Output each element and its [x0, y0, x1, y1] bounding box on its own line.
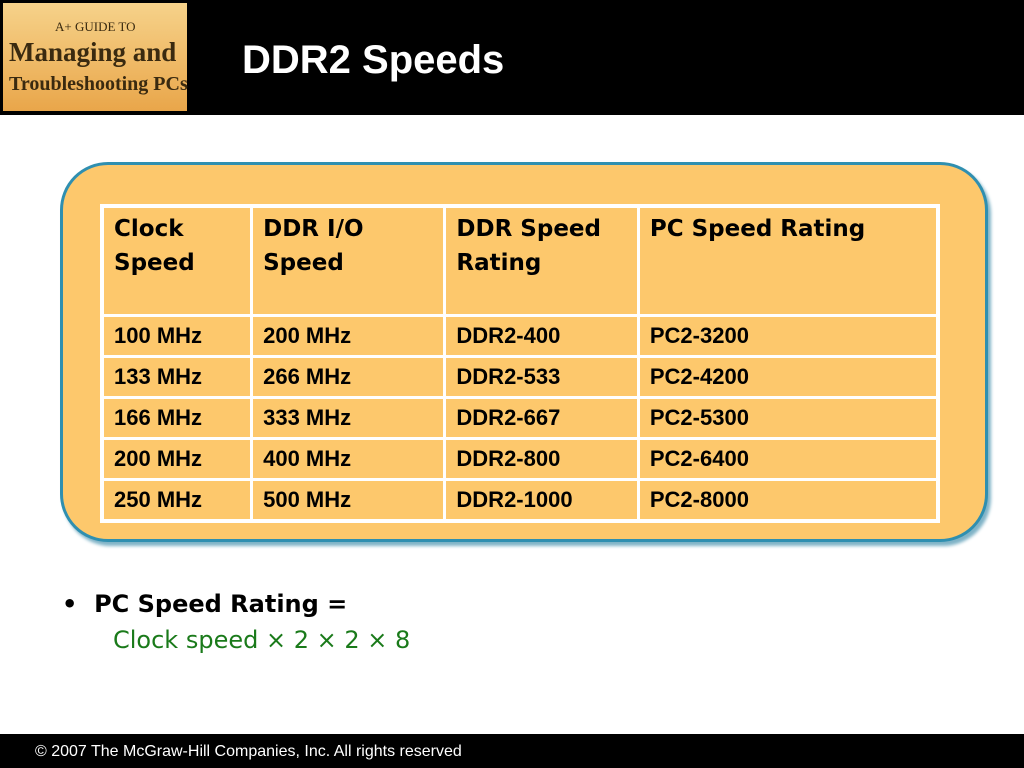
- header-row: Clock Speed DDR I/O Speed DDR Speed Rating…: [100, 204, 940, 317]
- speed-table: Clock Speed DDR I/O Speed DDR Speed Rating…: [100, 204, 940, 523]
- table-row: 250 MHz 500 MHz DDR2-1000 PC2-8000: [100, 478, 940, 523]
- table-cell: PC2-3200: [636, 314, 940, 358]
- table-cell: DDR I/O Speed: [250, 204, 447, 317]
- table-cell: DDR2-800: [443, 437, 640, 481]
- table-cell: PC2-6400: [636, 437, 940, 481]
- logo-line: A+ GUIDE TO: [55, 19, 136, 34]
- table-cell: 500 MHz: [250, 478, 447, 523]
- logo: A+ GUIDE TO Managing and Troubleshooting…: [3, 3, 188, 111]
- table-cell: PC2-5300: [636, 396, 940, 440]
- table-cell: Clock Speed: [100, 204, 254, 317]
- table-cell: DDR2-533: [443, 355, 640, 399]
- bullet: • PC Speed Rating =: [62, 590, 348, 618]
- table-cell: 133 MHz: [100, 355, 254, 399]
- table-cell: 250 MHz: [100, 478, 254, 523]
- table-row: 200 MHz 400 MHz DDR2-800 PC2-6400: [100, 437, 940, 481]
- table-cell: 100 MHz: [100, 314, 254, 358]
- bullet-text: PC Speed Rating =: [94, 590, 348, 618]
- table-cell: 166 MHz: [100, 396, 254, 440]
- table-cell: DDR2-1000: [443, 478, 640, 523]
- footer-bar: © 2007 The McGraw-Hill Companies, Inc. A…: [0, 734, 1024, 768]
- table-cell: 200 MHz: [100, 437, 254, 481]
- table-cell: DDR2-400: [443, 314, 640, 358]
- footer-text: © 2007 The McGraw-Hill Companies, Inc. A…: [35, 743, 462, 760]
- table-cell: 266 MHz: [250, 355, 447, 399]
- table-cell: DDR Speed Rating: [443, 204, 640, 317]
- table-row: 133 MHz 266 MHz DDR2-533 PC2-4200: [100, 355, 940, 399]
- table-cell: 333 MHz: [250, 396, 447, 440]
- table-cell: PC2-8000: [636, 478, 940, 523]
- table-cell: 200 MHz: [250, 314, 447, 358]
- header-bar: A+ GUIDE TO Managing and Troubleshooting…: [0, 0, 1024, 115]
- table-row: 100 MHz 200 MHz DDR2-400 PC2-3200: [100, 314, 940, 358]
- slide-title: DDR2 Speeds: [242, 38, 505, 82]
- table-cell: PC Speed Rating: [636, 204, 940, 317]
- table-cell: DDR2-667: [443, 396, 640, 440]
- table-cell: 400 MHz: [250, 437, 447, 481]
- logo-line: Managing and: [9, 37, 177, 67]
- logo-line: Troubleshooting PCs: [9, 73, 188, 95]
- formula: Clock speed × 2 × 2 × 8: [113, 626, 411, 654]
- table-cell: PC2-4200: [636, 355, 940, 399]
- table-row: 166 MHz 333 MHz DDR2-667 PC2-5300: [100, 396, 940, 440]
